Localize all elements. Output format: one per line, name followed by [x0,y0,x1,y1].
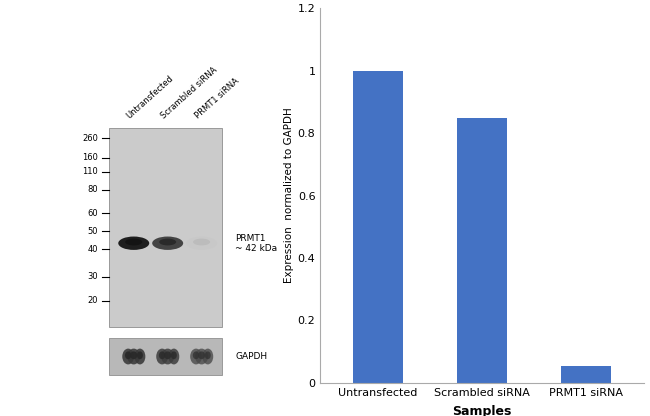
Text: 60: 60 [88,209,98,218]
Y-axis label: Expression  normalized to GAPDH: Expression normalized to GAPDH [283,108,294,283]
Text: 50: 50 [88,227,98,236]
Ellipse shape [193,239,210,245]
Ellipse shape [125,239,142,245]
Bar [109,128,222,327]
Text: 20: 20 [88,296,98,305]
Text: Scrambled siRNA: Scrambled siRNA [159,66,219,121]
Ellipse shape [137,352,143,359]
Ellipse shape [118,237,150,250]
Text: PRMT1
~ 42 kDa: PRMT1 ~ 42 kDa [235,233,278,253]
Bar [561,366,611,383]
Ellipse shape [125,352,131,359]
Ellipse shape [161,349,174,364]
X-axis label: Samples: Samples [452,404,512,416]
Text: 260: 260 [82,134,98,143]
Ellipse shape [159,352,165,359]
Ellipse shape [159,239,176,245]
Ellipse shape [135,349,146,364]
Ellipse shape [152,237,183,250]
Ellipse shape [202,349,213,364]
Ellipse shape [195,349,208,364]
Text: 30: 30 [88,272,98,282]
Ellipse shape [130,352,137,359]
Bar [352,71,402,383]
Text: Untransfected: Untransfected [125,74,176,121]
Ellipse shape [198,352,205,359]
Ellipse shape [156,349,168,364]
Text: 80: 80 [88,185,98,194]
Ellipse shape [171,352,177,359]
Ellipse shape [193,352,200,359]
Bar [109,338,222,375]
Text: 110: 110 [83,167,98,176]
Ellipse shape [168,349,179,364]
Ellipse shape [190,349,202,364]
Ellipse shape [127,349,140,364]
Ellipse shape [186,237,217,250]
Text: PRMT1 siRNA: PRMT1 siRNA [193,77,240,121]
Ellipse shape [122,349,134,364]
Bar [457,117,507,383]
Ellipse shape [164,352,171,359]
Text: 160: 160 [82,154,98,162]
Text: GAPDH: GAPDH [235,352,268,361]
Ellipse shape [205,352,211,359]
Text: 40: 40 [88,245,98,254]
